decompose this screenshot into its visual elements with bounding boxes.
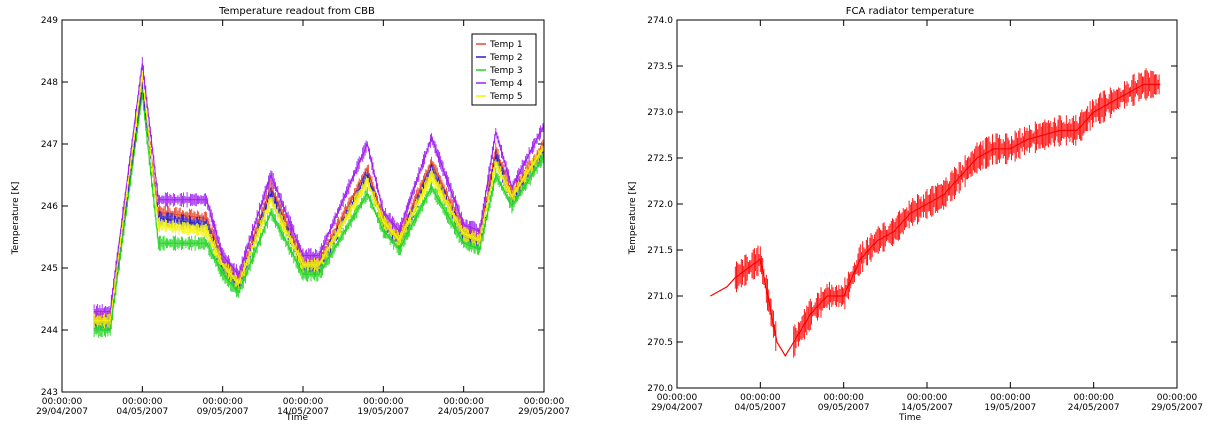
chart-title: Temperature readout from CBB [218, 6, 375, 17]
x-tick-date: 24/05/2007 [438, 407, 490, 417]
y-tick-label: 245 [41, 264, 58, 274]
x-tick-time: 00:00:00 [363, 397, 404, 407]
legend-label: Temp 4 [489, 79, 523, 89]
y-tick-label: 272.5 [647, 154, 673, 164]
y-tick-label: 272.0 [647, 200, 673, 210]
y-tick-label: 271.5 [647, 246, 673, 256]
x-tick-date: 14/05/2007 [901, 403, 953, 413]
y-tick-label: 243 [41, 388, 58, 398]
x-axis-label: Time [898, 413, 921, 423]
x-tick-time: 00:00:00 [907, 393, 948, 403]
x-tick-date: 29/05/2007 [1151, 403, 1203, 413]
x-tick-date: 29/04/2007 [36, 407, 88, 417]
x-tick-time: 00:00:00 [823, 393, 864, 403]
x-tick-time: 00:00:00 [657, 393, 698, 403]
x-tick-date: 29/04/2007 [651, 403, 703, 413]
x-tick-time: 00:00:00 [122, 397, 163, 407]
y-tick-label: 246 [41, 202, 58, 212]
x-tick-date: 19/05/2007 [984, 403, 1036, 413]
y-axis-label: Temperature [K] [628, 182, 638, 256]
y-tick-label: 274.0 [647, 16, 673, 26]
legend-label: Temp 3 [489, 66, 523, 76]
legend-label: Temp 2 [489, 53, 523, 63]
series-noise-1 [734, 68, 1160, 358]
x-tick-date: 09/05/2007 [197, 407, 249, 417]
y-tick-label: 249 [41, 16, 58, 26]
series-noise-3 [93, 89, 544, 338]
y-tick-label: 273.5 [647, 62, 673, 72]
x-tick-time: 00:00:00 [202, 397, 243, 407]
y-tick-label: 270.0 [647, 384, 673, 394]
plot-frame [61, 19, 545, 393]
series-noise-2 [93, 82, 544, 332]
plot-frame [676, 19, 1178, 389]
x-tick-time: 00:00:00 [524, 397, 565, 407]
y-tick-label: 247 [41, 140, 58, 150]
series-line-2 [94, 88, 545, 325]
series-noise-4 [93, 56, 544, 319]
legend-label: Temp 1 [489, 40, 523, 50]
x-tick-date: 04/05/2007 [734, 403, 786, 413]
legend-label: Temp 5 [489, 92, 523, 102]
x-tick-time: 00:00:00 [990, 393, 1031, 403]
chart-fca-svg: FCA radiator temperature Temperature [K]… [628, 6, 1203, 423]
x-tick-time: 00:00:00 [1073, 393, 1114, 403]
chart-fca-radiator-temperature: FCA radiator temperature Temperature [K]… [605, 0, 1210, 425]
x-tick-date: 14/05/2007 [277, 407, 329, 417]
x-tick-date: 29/05/2007 [518, 407, 570, 417]
x-tick-time: 00:00:00 [42, 397, 83, 407]
x-tick-date: 04/05/2007 [116, 407, 168, 417]
x-tick-time: 00:00:00 [283, 397, 324, 407]
x-tick-date: 09/05/2007 [818, 403, 870, 413]
x-tick-time: 00:00:00 [740, 393, 781, 403]
y-tick-label: 270.5 [647, 338, 673, 348]
chart-title: FCA radiator temperature [846, 6, 974, 17]
x-tick-date: 19/05/2007 [357, 407, 409, 417]
y-tick-label: 271.0 [647, 292, 673, 302]
chart-cbb-temperature: Temperature readout from CBB Temperature… [11, 6, 570, 423]
y-tick-label: 244 [41, 326, 58, 336]
x-axis-label: Time [285, 413, 308, 423]
y-tick-label: 248 [41, 78, 58, 88]
x-tick-time: 00:00:00 [443, 397, 484, 407]
series-noise-5 [93, 70, 544, 329]
x-tick-date: 24/05/2007 [1068, 403, 1120, 413]
y-axis-label: Temperature [K] [11, 182, 21, 256]
x-tick-time: 00:00:00 [1157, 393, 1198, 403]
chart-cbb-svg: Temperature readout from CBB Temperature… [11, 6, 570, 423]
y-tick-label: 273.0 [647, 108, 673, 118]
